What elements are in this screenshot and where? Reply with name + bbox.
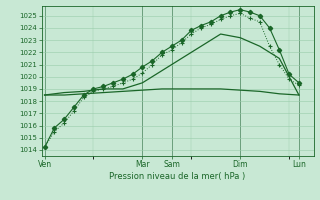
X-axis label: Pression niveau de la mer( hPa ): Pression niveau de la mer( hPa ) <box>109 172 246 181</box>
